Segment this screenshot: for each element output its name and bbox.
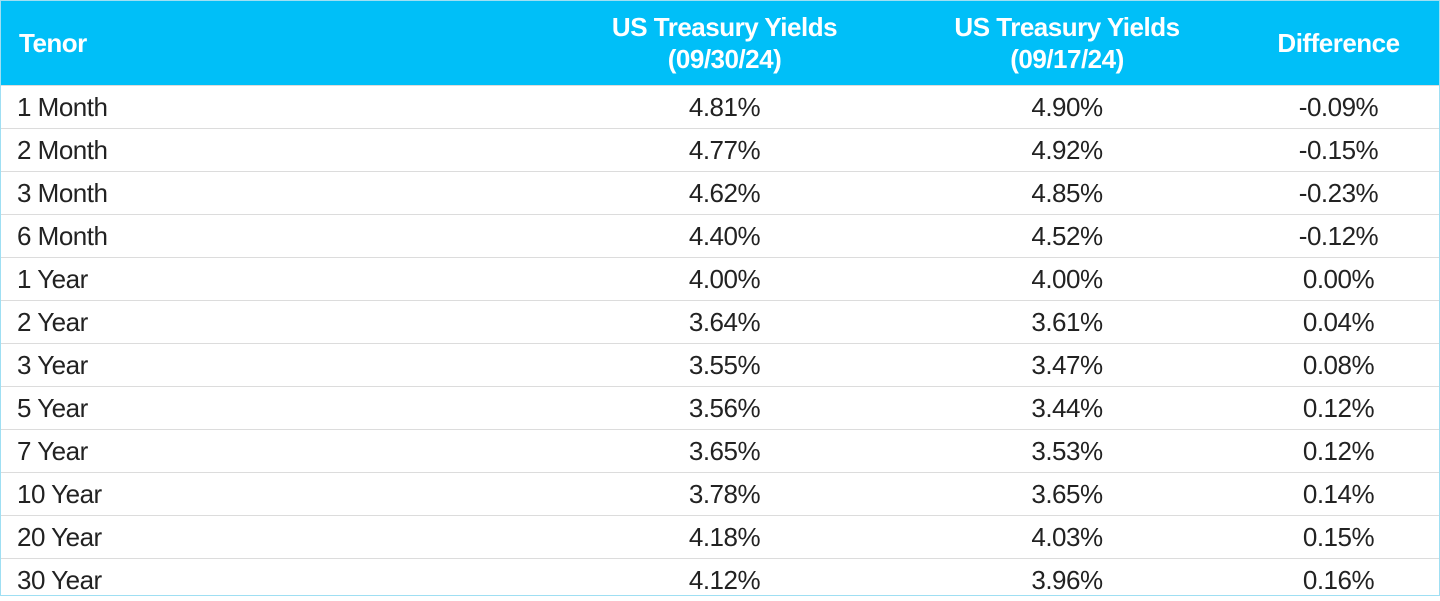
value-cell: 4.90% xyxy=(896,86,1238,129)
value-cell: 0.04% xyxy=(1238,301,1439,344)
header-text: Difference xyxy=(1238,27,1439,59)
header-text: (09/17/24) xyxy=(896,43,1238,75)
value-cell: 0.14% xyxy=(1238,473,1439,516)
value-cell: 3.55% xyxy=(553,344,896,387)
value-cell: 4.03% xyxy=(896,516,1238,559)
value-cell: 3.56% xyxy=(553,387,896,430)
header-cell: Difference xyxy=(1238,1,1439,86)
value-cell: 4.40% xyxy=(553,215,896,258)
header-text: Tenor xyxy=(19,27,553,59)
tenor-cell: 2 Year xyxy=(1,301,553,344)
value-cell: 0.12% xyxy=(1238,430,1439,473)
tenor-cell: 1 Month xyxy=(1,86,553,129)
value-cell: 4.12% xyxy=(553,559,896,601)
value-cell: 3.61% xyxy=(896,301,1238,344)
value-cell: 3.65% xyxy=(896,473,1238,516)
value-cell: 0.12% xyxy=(1238,387,1439,430)
header-text: US Treasury Yields xyxy=(553,11,896,43)
tenor-cell: 3 Month xyxy=(1,172,553,215)
tenor-cell: 6 Month xyxy=(1,215,553,258)
value-cell: -0.12% xyxy=(1238,215,1439,258)
tenor-cell: 10 Year xyxy=(1,473,553,516)
tenor-cell: 1 Year xyxy=(1,258,553,301)
value-cell: -0.15% xyxy=(1238,129,1439,172)
value-cell: 4.77% xyxy=(553,129,896,172)
value-cell: 4.92% xyxy=(896,129,1238,172)
value-cell: 4.85% xyxy=(896,172,1238,215)
value-cell: 0.08% xyxy=(1238,344,1439,387)
value-cell: 4.81% xyxy=(553,86,896,129)
value-cell: 4.00% xyxy=(896,258,1238,301)
value-cell: 3.47% xyxy=(896,344,1238,387)
header-cell: US Treasury Yields(09/30/24) xyxy=(553,1,896,86)
tenor-cell: 2 Month xyxy=(1,129,553,172)
value-cell: 4.00% xyxy=(553,258,896,301)
tenor-cell: 20 Year xyxy=(1,516,553,559)
value-cell: -0.09% xyxy=(1238,86,1439,129)
value-cell: -0.23% xyxy=(1238,172,1439,215)
tenor-cell: 3 Year xyxy=(1,344,553,387)
value-cell: 4.52% xyxy=(896,215,1238,258)
header-text: US Treasury Yields xyxy=(896,11,1238,43)
value-cell: 0.00% xyxy=(1238,258,1439,301)
value-cell: 4.18% xyxy=(553,516,896,559)
header-cell: US Treasury Yields(09/17/24) xyxy=(896,1,1238,86)
value-cell: 3.64% xyxy=(553,301,896,344)
value-cell: 3.44% xyxy=(896,387,1238,430)
header-text: (09/30/24) xyxy=(553,43,896,75)
value-cell: 3.65% xyxy=(553,430,896,473)
value-cell: 0.15% xyxy=(1238,516,1439,559)
header-cell: Tenor xyxy=(1,1,553,86)
tenor-cell: 5 Year xyxy=(1,387,553,430)
tenor-cell: 30 Year xyxy=(1,559,553,601)
value-cell: 3.78% xyxy=(553,473,896,516)
tenor-cell: 7 Year xyxy=(1,430,553,473)
value-cell: 3.53% xyxy=(896,430,1238,473)
value-cell: 4.62% xyxy=(553,172,896,215)
value-cell: 3.96% xyxy=(896,559,1238,601)
value-cell: 0.16% xyxy=(1238,559,1439,601)
